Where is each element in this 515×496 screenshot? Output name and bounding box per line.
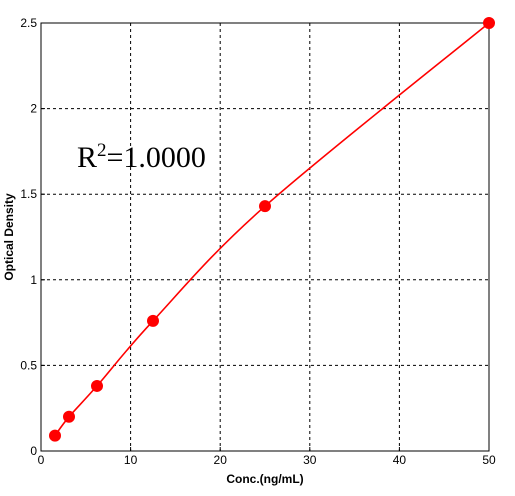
y-axis-title: Optical Density bbox=[2, 193, 16, 281]
x-tick-label: 30 bbox=[303, 453, 317, 467]
fit-curve bbox=[54, 22, 490, 437]
y-tick-label: 0.5 bbox=[20, 358, 37, 372]
x-tick-label: 10 bbox=[124, 453, 138, 467]
x-tick-label: 0 bbox=[38, 453, 45, 467]
y-tick-label: 2 bbox=[30, 102, 37, 116]
data-point bbox=[483, 17, 495, 29]
x-tick-label: 50 bbox=[482, 453, 496, 467]
r-squared-annotation: R2=1.0000 bbox=[77, 140, 206, 174]
grid-lines bbox=[41, 23, 489, 451]
data-point bbox=[147, 314, 159, 327]
data-point bbox=[49, 429, 61, 442]
r-squared-value: =1.0000 bbox=[107, 141, 206, 174]
y-tick-label: 0 bbox=[30, 444, 37, 458]
data-point bbox=[63, 410, 75, 423]
plot-frame bbox=[40, 22, 490, 452]
data-points bbox=[49, 17, 495, 442]
x-tick-label: 20 bbox=[214, 453, 228, 467]
r-squared-superscript: 2 bbox=[97, 140, 107, 161]
x-tick-label: 40 bbox=[393, 453, 407, 467]
data-point bbox=[91, 379, 103, 392]
y-tick-label: 1.5 bbox=[20, 187, 37, 201]
x-axis-title: Conc.(ng/mL) bbox=[226, 472, 303, 486]
axis-ticks: 0 10 20 30 40 50 0 0.5 1 1.5 2 2.5 bbox=[20, 16, 496, 467]
y-tick-label: 2.5 bbox=[20, 16, 37, 30]
r-squared-base: R bbox=[77, 141, 97, 174]
data-point bbox=[259, 200, 271, 213]
y-tick-label: 1 bbox=[30, 273, 37, 287]
